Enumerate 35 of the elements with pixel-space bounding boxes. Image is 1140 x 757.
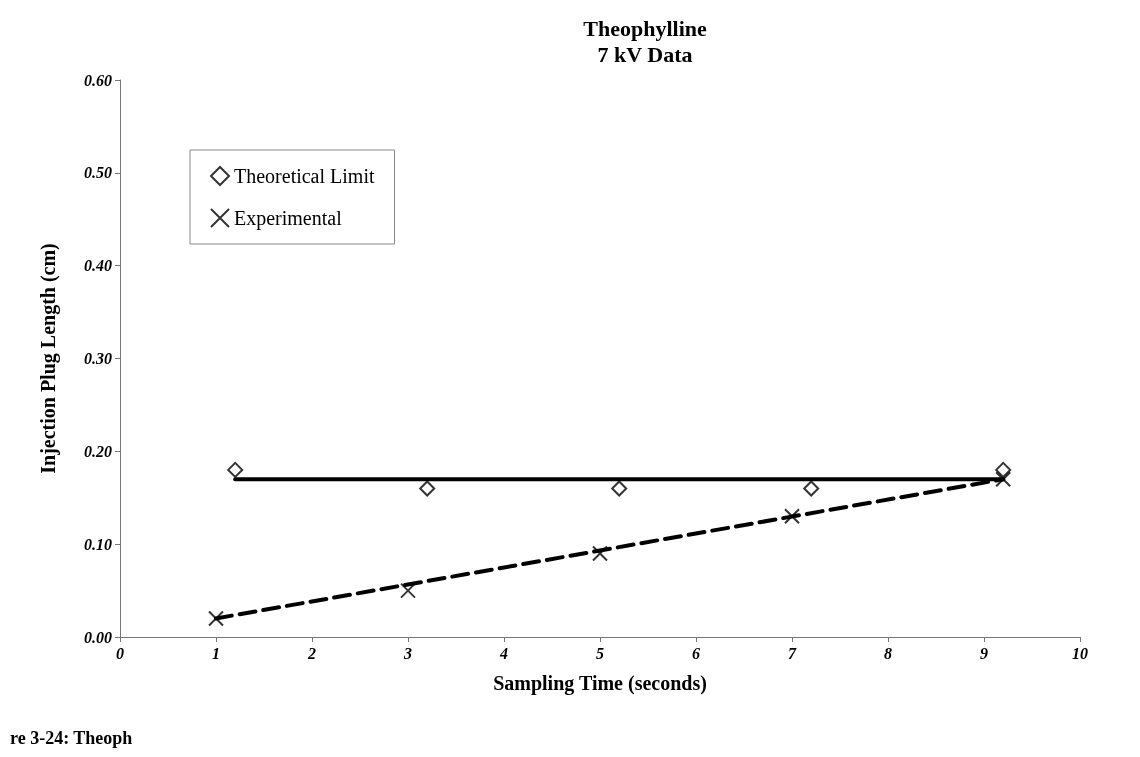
x-tick-label: 2 — [307, 644, 316, 662]
x-tick-label: 9 — [980, 644, 988, 662]
legend-label: Experimental — [234, 207, 343, 230]
point — [784, 508, 800, 525]
point — [995, 461, 1012, 478]
point — [803, 480, 820, 497]
point — [208, 610, 224, 627]
y-axis-title: Injection Plug Length (cm) — [37, 243, 60, 474]
x-tick-label: 10 — [1072, 644, 1088, 662]
chart-title: Theophylline — [583, 15, 707, 41]
x-tick-label: 0 — [116, 644, 124, 662]
point — [400, 582, 416, 599]
y-tick-label: 0.00 — [84, 628, 112, 646]
point — [995, 471, 1012, 488]
y-tick-label: 0.40 — [84, 257, 112, 275]
point — [592, 545, 608, 562]
y-tick-label: 0.30 — [84, 350, 112, 367]
y-tick-label: 0.60 — [84, 71, 112, 89]
x-axis-title: Sampling Time (seconds) — [493, 672, 707, 695]
x-tick-label: 6 — [692, 644, 700, 662]
x-tick-label: 5 — [596, 644, 604, 662]
legend-label: Theoretical Limit — [234, 165, 375, 187]
x-tick-label: 4 — [499, 644, 508, 662]
point — [419, 480, 436, 497]
y-tick-label: 0.10 — [84, 535, 112, 553]
x-tick-label: 3 — [403, 644, 412, 662]
point — [611, 480, 628, 497]
point — [227, 461, 244, 478]
y-tick-label: 0.50 — [84, 164, 112, 182]
y-tick-label: 0.20 — [84, 442, 112, 460]
x-tick-label: 8 — [884, 644, 892, 662]
x-tick-label: 1 — [212, 644, 220, 662]
x-tick-label: 7 — [788, 644, 797, 662]
chart-subtitle: 7 kV Data — [597, 41, 693, 67]
text: re 3-24: Theoph — [10, 728, 133, 748]
